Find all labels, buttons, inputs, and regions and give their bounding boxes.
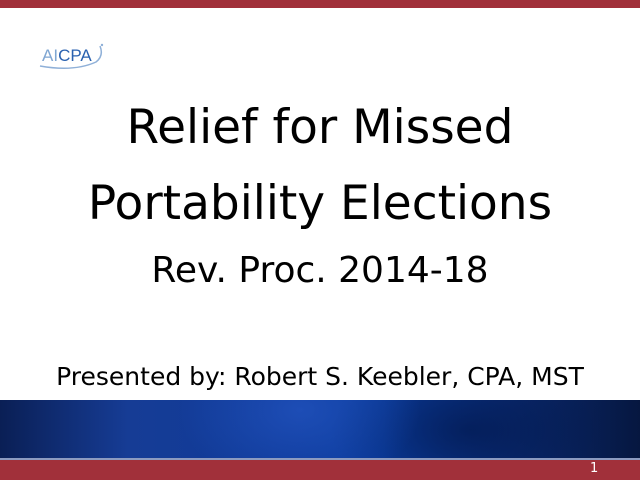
logo-cpa: CPA xyxy=(58,46,92,65)
divider xyxy=(0,458,640,460)
logo-swoosh-icon xyxy=(39,43,104,69)
presenter-line: Presented by: Robert S. Keebler, CPA, MS… xyxy=(56,362,584,391)
subtitle: Rev. Proc. 2014-18 xyxy=(151,250,489,291)
title-line-1: Relief for Missed xyxy=(126,100,514,155)
logo-text: AICPA xyxy=(42,46,92,66)
page-number: 1 xyxy=(590,461,599,476)
top-accent-bar xyxy=(0,0,640,8)
title-line-2: Portability Elections xyxy=(87,176,553,231)
logo-ai: AI xyxy=(42,46,59,65)
blue-decorative-band xyxy=(0,400,640,458)
bottom-accent-bar xyxy=(0,460,640,480)
aicpa-logo: AICPA xyxy=(34,42,106,72)
